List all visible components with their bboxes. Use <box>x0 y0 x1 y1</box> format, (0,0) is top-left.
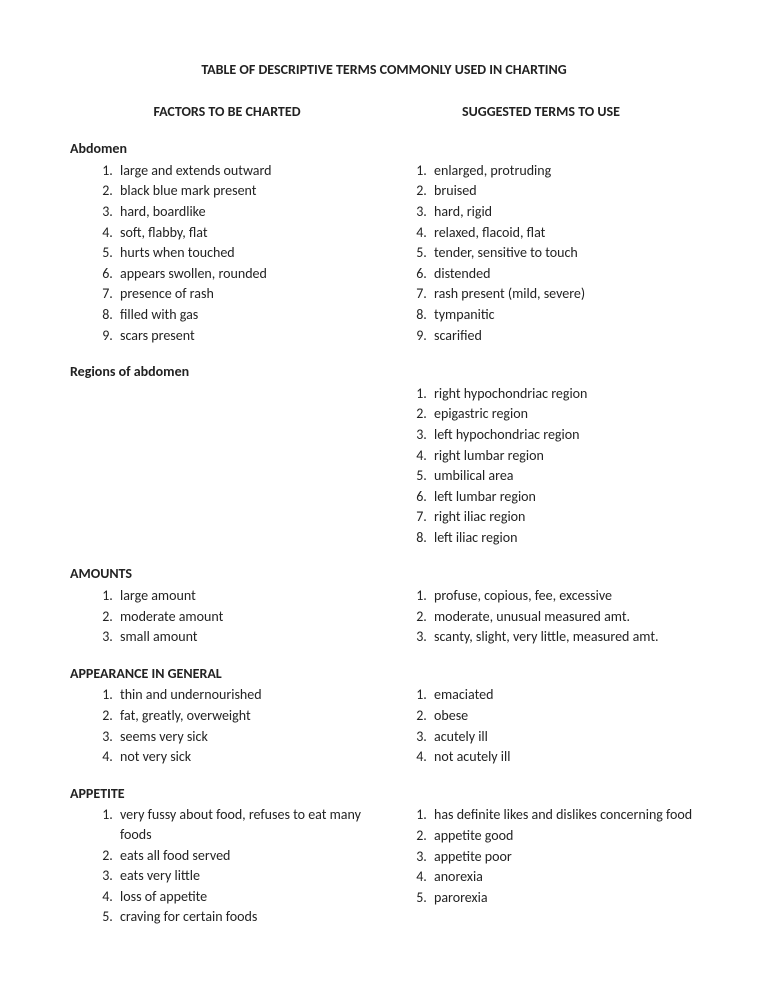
list-item: left iliac region <box>430 528 698 548</box>
list-item: right hypochondriac region <box>430 384 698 404</box>
list-item: large and extends outward <box>116 161 384 181</box>
right-list: emaciatedobeseacutely illnot acutely ill <box>384 685 698 766</box>
list-item: not very sick <box>116 747 384 767</box>
section-columns: large amountmoderate amountsmall amountp… <box>70 586 698 648</box>
right-column: enlarged, protrudingbruisedhard, rigidre… <box>384 161 698 346</box>
list-item: hard, rigid <box>430 202 698 222</box>
section: AMOUNTSlarge amountmoderate amountsmall … <box>70 564 698 647</box>
section-heading: APPETITE <box>70 784 698 804</box>
list-item: tender, sensitive to touch <box>430 243 698 263</box>
list-item: umbilical area <box>430 466 698 486</box>
section-heading: Abdomen <box>70 139 698 159</box>
list-item: left lumbar region <box>430 487 698 507</box>
section: APPETITEvery fussy about food, refuses t… <box>70 784 698 928</box>
section-columns: large and extends outwardblack blue mark… <box>70 161 698 346</box>
list-item: moderate amount <box>116 607 384 627</box>
list-item: appears swollen, rounded <box>116 264 384 284</box>
list-item: right iliac region <box>430 507 698 527</box>
list-item: scarified <box>430 326 698 346</box>
right-list: has definite likes and dislikes concerni… <box>384 805 698 907</box>
list-item: soft, flabby, flat <box>116 223 384 243</box>
list-item: right lumbar region <box>430 446 698 466</box>
list-item: scanty, slight, very little, measured am… <box>430 627 698 647</box>
sections-container: Abdomenlarge and extends outwardblack bl… <box>70 139 698 928</box>
header-left: FACTORS TO BE CHARTED <box>70 102 384 122</box>
list-item: appetite poor <box>430 847 698 867</box>
list-item: tympanitic <box>430 305 698 325</box>
section: Abdomenlarge and extends outwardblack bl… <box>70 139 698 346</box>
left-column: thin and undernourishedfat, greatly, ove… <box>70 685 384 767</box>
list-item: profuse, copious, fee, excessive <box>430 586 698 606</box>
list-item: presence of rash <box>116 284 384 304</box>
list-item: parorexia <box>430 888 698 908</box>
left-column <box>70 384 384 549</box>
section: APPEARANCE IN GENERALthin and undernouri… <box>70 664 698 768</box>
left-column: large amountmoderate amountsmall amount <box>70 586 384 648</box>
list-item: emaciated <box>430 685 698 705</box>
right-list: enlarged, protrudingbruisedhard, rigidre… <box>384 161 698 345</box>
right-column: has definite likes and dislikes concerni… <box>384 805 698 928</box>
left-list: large and extends outwardblack blue mark… <box>70 161 384 345</box>
list-item: eats all food served <box>116 846 384 866</box>
list-item: left hypochondriac region <box>430 425 698 445</box>
section-columns: thin and undernourishedfat, greatly, ove… <box>70 685 698 767</box>
right-list: profuse, copious, fee, excessivemoderate… <box>384 586 698 647</box>
list-item: seems very sick <box>116 727 384 747</box>
section-columns: very fussy about food, refuses to eat ma… <box>70 805 698 928</box>
list-item: bruised <box>430 181 698 201</box>
list-item: anorexia <box>430 867 698 887</box>
list-item: rash present (mild, severe) <box>430 284 698 304</box>
list-item: has definite likes and dislikes concerni… <box>430 805 698 825</box>
list-item: fat, greatly, overweight <box>116 706 384 726</box>
list-item: very fussy about food, refuses to eat ma… <box>116 805 384 844</box>
list-item: scars present <box>116 326 384 346</box>
right-column: emaciatedobeseacutely illnot acutely ill <box>384 685 698 767</box>
left-list: thin and undernourishedfat, greatly, ove… <box>70 685 384 766</box>
section-heading: Regions of abdomen <box>70 362 698 382</box>
column-headers: FACTORS TO BE CHARTED SUGGESTED TERMS TO… <box>70 102 698 122</box>
list-item: thin and undernourished <box>116 685 384 705</box>
list-item: distended <box>430 264 698 284</box>
left-list: large amountmoderate amountsmall amount <box>70 586 384 647</box>
list-item: black blue mark present <box>116 181 384 201</box>
list-item: small amount <box>116 627 384 647</box>
list-item: loss of appetite <box>116 887 384 907</box>
list-item: eats very little <box>116 866 384 886</box>
list-item: appetite good <box>430 826 698 846</box>
left-column: very fussy about food, refuses to eat ma… <box>70 805 384 928</box>
section-heading: APPEARANCE IN GENERAL <box>70 664 698 684</box>
list-item: not acutely ill <box>430 747 698 767</box>
list-item: acutely ill <box>430 727 698 747</box>
left-list: very fussy about food, refuses to eat ma… <box>70 805 384 927</box>
list-item: large amount <box>116 586 384 606</box>
list-item: craving for certain foods <box>116 907 384 927</box>
header-right: SUGGESTED TERMS TO USE <box>384 102 698 122</box>
page-title: TABLE OF DESCRIPTIVE TERMS COMMONLY USED… <box>70 60 698 80</box>
list-item: filled with gas <box>116 305 384 325</box>
left-column: large and extends outwardblack blue mark… <box>70 161 384 346</box>
list-item: moderate, unusual measured amt. <box>430 607 698 627</box>
list-item: hard, boardlike <box>116 202 384 222</box>
list-item: obese <box>430 706 698 726</box>
list-item: enlarged, protruding <box>430 161 698 181</box>
right-list: right hypochondriac regionepigastric reg… <box>384 384 698 548</box>
right-column: right hypochondriac regionepigastric reg… <box>384 384 698 549</box>
list-item: epigastric region <box>430 404 698 424</box>
list-item: hurts when touched <box>116 243 384 263</box>
section-heading: AMOUNTS <box>70 564 698 584</box>
list-item: relaxed, flacoid, flat <box>430 223 698 243</box>
section-columns: right hypochondriac regionepigastric reg… <box>70 384 698 549</box>
section: Regions of abdomenright hypochondriac re… <box>70 362 698 548</box>
right-column: profuse, copious, fee, excessivemoderate… <box>384 586 698 648</box>
